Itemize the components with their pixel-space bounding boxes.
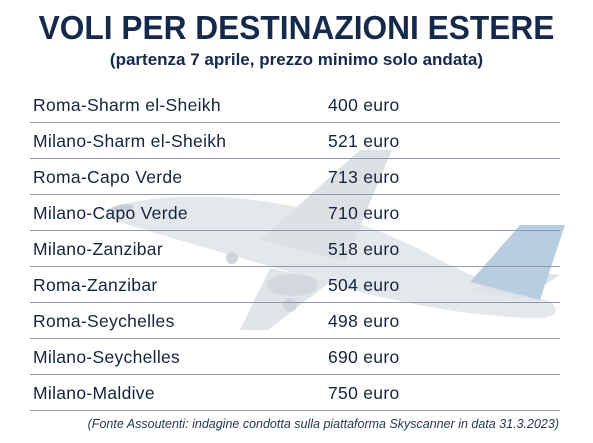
price-value: 498 euro	[328, 311, 400, 331]
table-row: Milano-Sharm el-Sheikh 521 euro	[30, 124, 560, 159]
table-row: Milano-Capo Verde 710 euro	[30, 196, 560, 231]
chart-title: VOLI PER DESTINAZIONI ESTERE	[38, 9, 555, 46]
price-value: 400 euro	[328, 95, 400, 115]
route-label: Milano-Maldive	[33, 383, 155, 403]
table-row: Roma-Sharm el-Sheikh 400 euro	[30, 88, 560, 123]
source-note: (Fonte Assoutenti: indagine condotta sul…	[87, 417, 559, 431]
price-value: 690 euro	[328, 347, 400, 367]
route-label: Roma-Capo Verde	[33, 167, 183, 187]
table-row: Roma-Seychelles 498 euro	[30, 304, 560, 339]
route-label: Roma-Seychelles	[33, 311, 175, 331]
chart-subtitle: (partenza 7 aprile, prezzo minimo solo a…	[109, 50, 484, 69]
route-label: Milano-Capo Verde	[33, 203, 188, 223]
price-value: 710 euro	[328, 203, 400, 223]
price-value: 750 euro	[328, 383, 400, 403]
route-label: Roma-Zanzibar	[33, 275, 158, 295]
route-label: Roma-Sharm el-Sheikh	[33, 95, 221, 115]
table-row: Roma-Zanzibar 504 euro	[30, 268, 560, 303]
routes-table: Roma-Sharm el-Sheikh 400 euro Milano-Sharm…	[30, 88, 560, 412]
price-value: 518 euro	[328, 239, 400, 259]
table-row: Roma-Capo Verde 713 euro	[30, 160, 560, 195]
table-row: Milano-Seychelles 690 euro	[30, 340, 560, 375]
table-row: Milano-Zanzibar 518 euro	[30, 232, 560, 267]
route-label: Milano-Zanzibar	[33, 239, 163, 259]
route-label: Milano-Sharm el-Sheikh	[33, 131, 227, 151]
route-label: Milano-Seychelles	[33, 347, 181, 367]
table-row: Milano-Maldive 750 euro	[30, 376, 560, 411]
price-value: 521 euro	[328, 131, 400, 151]
price-value: 713 euro	[328, 167, 400, 187]
price-value: 504 euro	[328, 275, 400, 295]
